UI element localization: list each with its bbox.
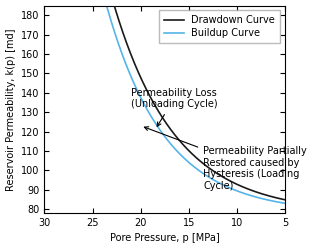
Text: Permeability Partially
Restored caused by
Hysteresis (Loading
Cycle): Permeability Partially Restored caused b… — [144, 127, 307, 191]
Legend: Drawdown Curve, Buildup Curve: Drawdown Curve, Buildup Curve — [159, 10, 280, 43]
Buildup Curve — [221, 184, 225, 187]
Drawdown Curve — [123, 35, 126, 38]
Text: Permeability Loss
(Unloading Cycle): Permeability Loss (Unloading Cycle) — [131, 88, 218, 126]
Line: Buildup Curve: Buildup Curve — [45, 0, 285, 203]
Buildup Curve — [174, 149, 178, 152]
Drawdown Curve — [283, 198, 287, 201]
Buildup Curve — [241, 191, 244, 194]
Drawdown Curve — [174, 135, 178, 138]
Line: Drawdown Curve: Drawdown Curve — [45, 0, 285, 200]
Buildup Curve — [283, 202, 287, 205]
Buildup Curve — [141, 101, 145, 104]
Drawdown Curve — [221, 176, 225, 179]
Drawdown Curve — [141, 81, 145, 84]
Buildup Curve — [123, 59, 126, 62]
Y-axis label: Reservoir Permeability, k(p) [md]: Reservoir Permeability, k(p) [md] — [6, 28, 16, 190]
Drawdown Curve — [241, 185, 244, 188]
X-axis label: Pore Pressure, p [MPa]: Pore Pressure, p [MPa] — [110, 234, 220, 244]
